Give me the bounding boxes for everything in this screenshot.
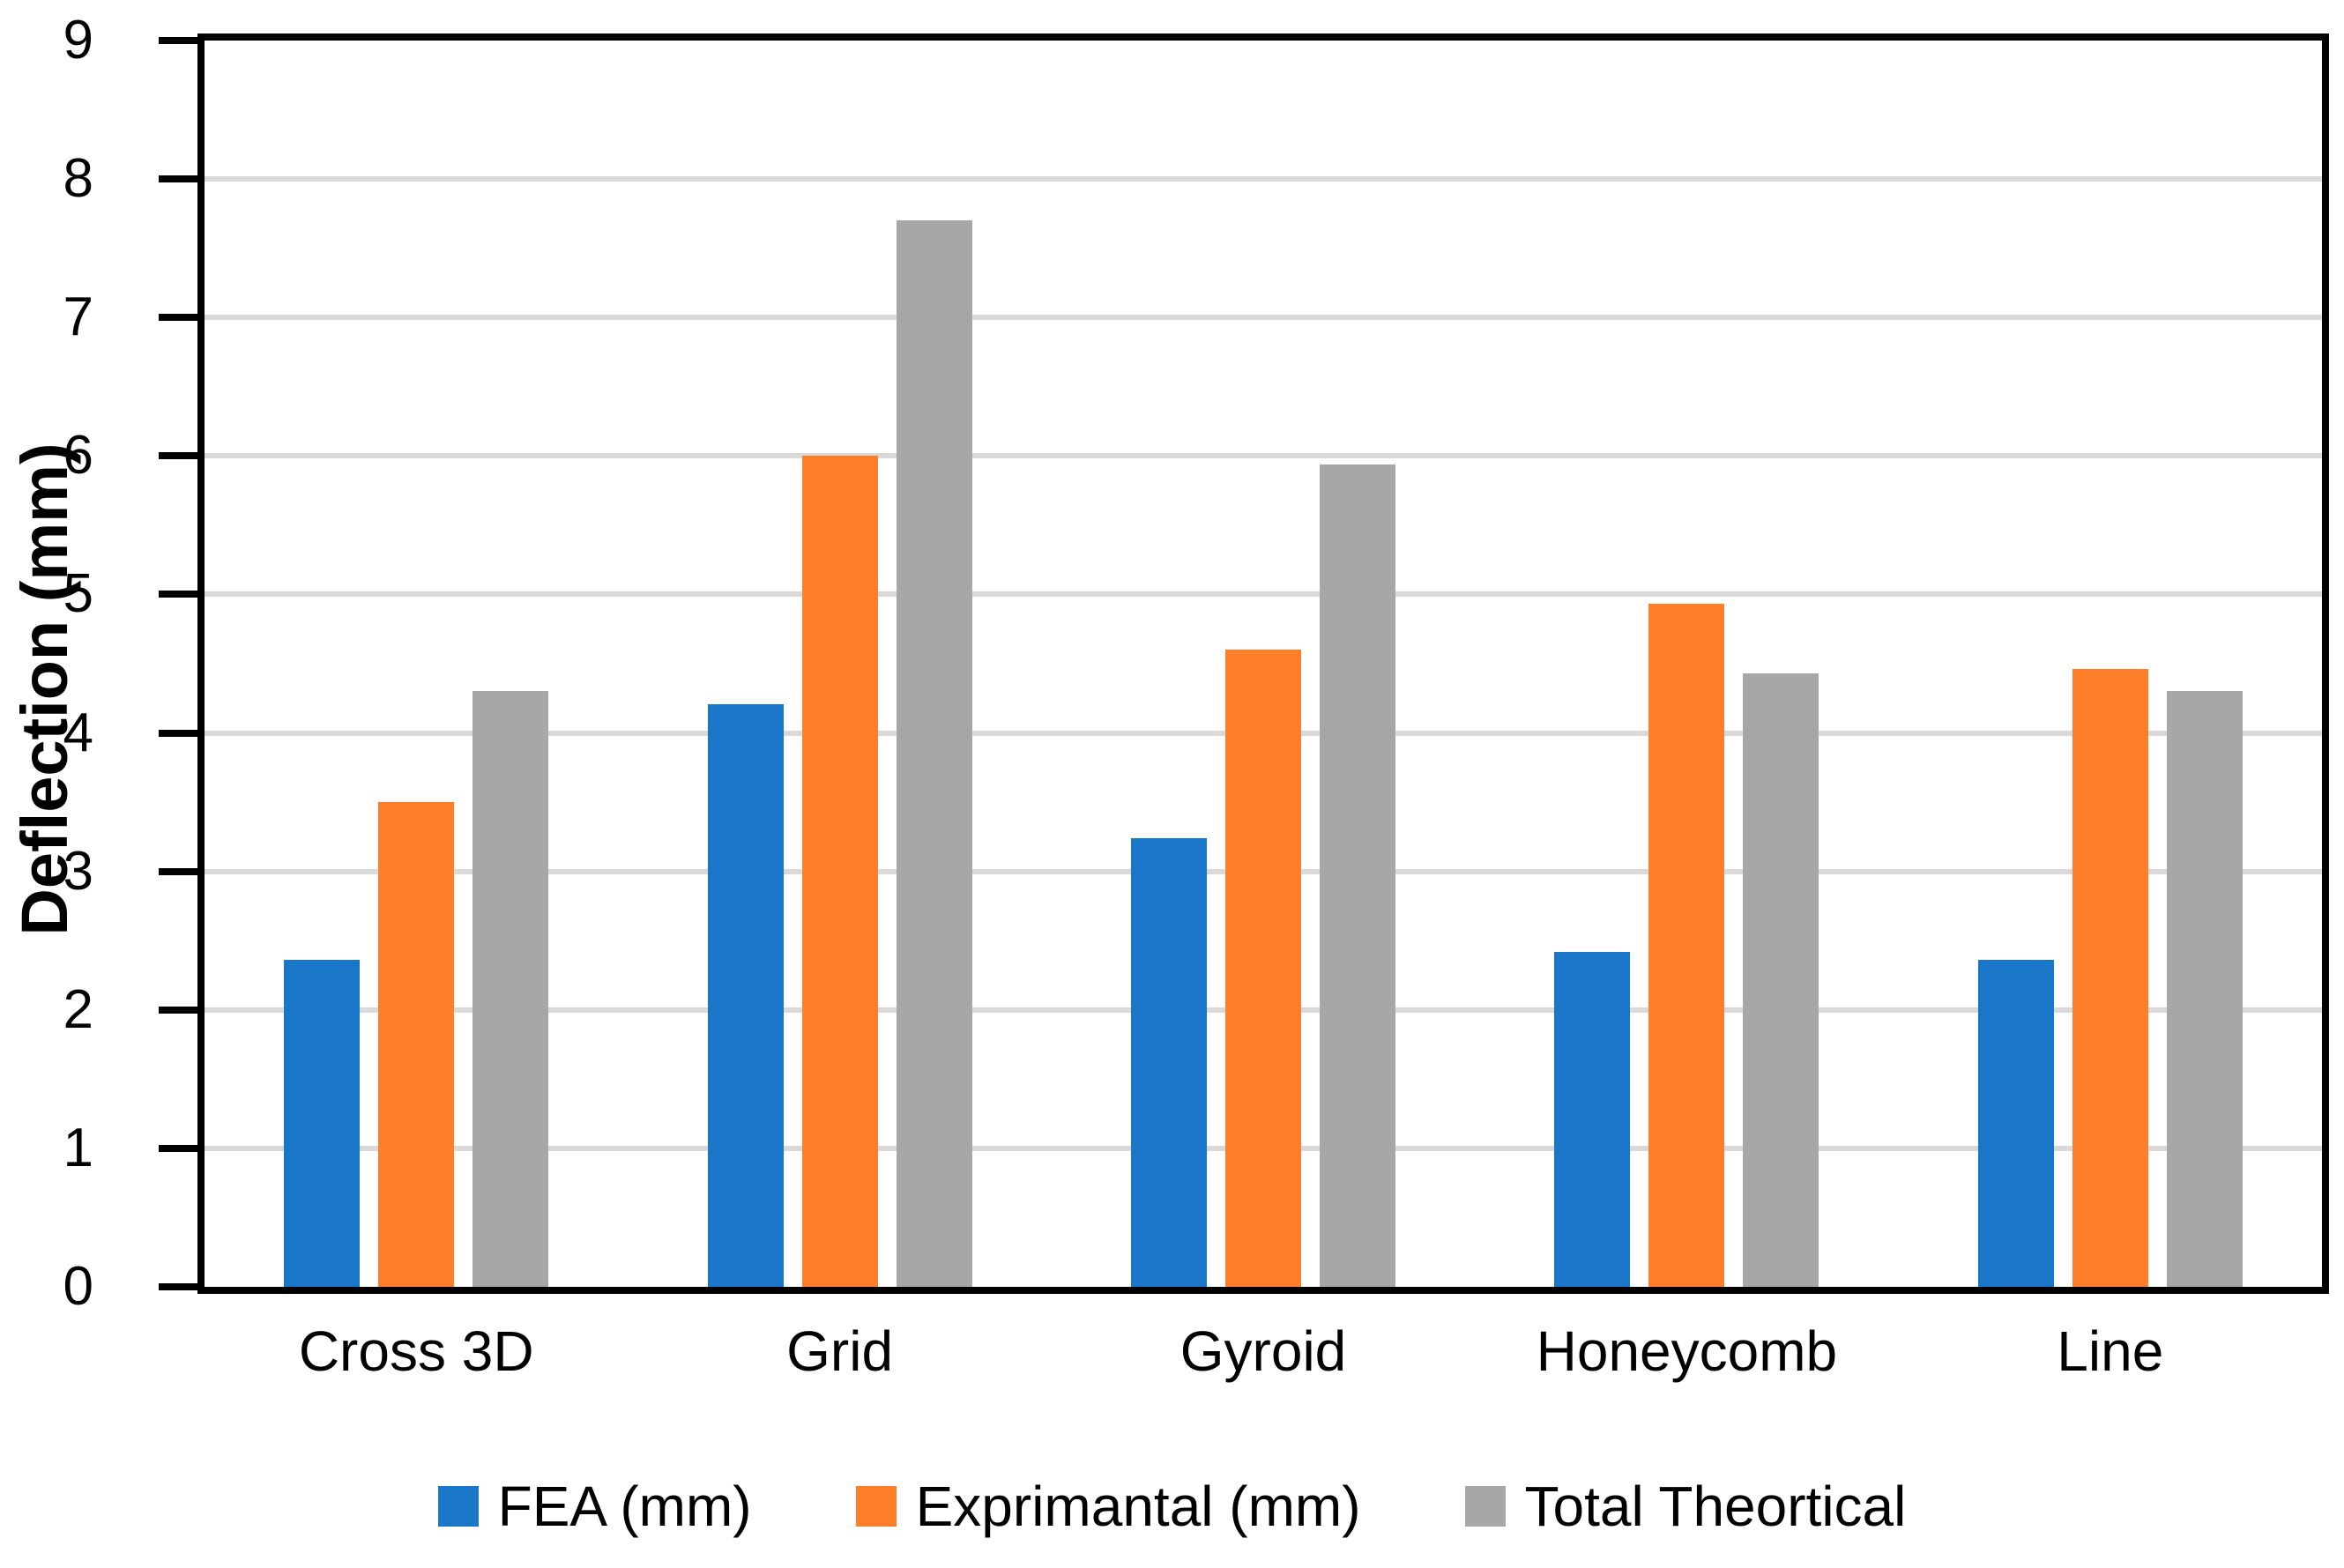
gridline-5 bbox=[205, 591, 2322, 598]
y-tick-label-2: 2 bbox=[63, 978, 93, 1040]
bar-total-theortical-line bbox=[2166, 691, 2243, 1287]
legend-swatch-total-theortical bbox=[1464, 1486, 1506, 1527]
gridline-7 bbox=[205, 315, 2322, 321]
y-tick-mark-1 bbox=[159, 1144, 197, 1152]
x-label-grid: Grid bbox=[786, 1319, 894, 1383]
bar-total-theortical-cross-3d bbox=[473, 691, 549, 1287]
y-tick-mark-0 bbox=[159, 1283, 197, 1290]
bar-exprimantal-mm-cross-3d bbox=[378, 802, 455, 1287]
bar-fea-mm-cross-3d bbox=[284, 960, 361, 1287]
bar-exprimantal-mm-honeycomb bbox=[1648, 604, 1725, 1287]
bar-exprimantal-mm-line bbox=[2072, 669, 2148, 1287]
bar-exprimantal-mm-gyroid bbox=[1225, 650, 1301, 1287]
legend-label-total-theortical: Total Theortical bbox=[1524, 1475, 1907, 1538]
y-tick-label-0: 0 bbox=[63, 1256, 93, 1317]
bar-fea-mm-honeycomb bbox=[1554, 951, 1631, 1287]
bar-exprimantal-mm-grid bbox=[801, 456, 878, 1287]
gridline-8 bbox=[205, 176, 2322, 182]
legend-swatch-fea bbox=[437, 1486, 479, 1527]
bar-total-theortical-gyroid bbox=[1320, 464, 1395, 1287]
legend-label-fea: FEA (mm) bbox=[497, 1475, 752, 1538]
legend-item-fea: FEA (mm) bbox=[437, 1474, 752, 1539]
legend-item-total-theortical: Total Theortical bbox=[1464, 1474, 1907, 1539]
y-tick-label-7: 7 bbox=[63, 286, 93, 348]
x-label-cross-3d: Cross 3D bbox=[298, 1319, 534, 1383]
bar-total-theortical-grid bbox=[896, 220, 972, 1287]
y-tick-mark-3 bbox=[159, 867, 197, 875]
legend-label-exprimantal: Exprimantal (mm) bbox=[915, 1475, 1361, 1538]
bar-total-theortical-honeycomb bbox=[1743, 673, 1819, 1287]
x-label-line: Line bbox=[2057, 1319, 2164, 1383]
bar-fea-mm-line bbox=[1977, 960, 2054, 1287]
y-tick-mark-9 bbox=[159, 37, 197, 44]
x-label-honeycomb: Honeycomb bbox=[1536, 1319, 1838, 1383]
y-tick-mark-7 bbox=[159, 314, 197, 322]
legend-swatch-exprimantal bbox=[855, 1486, 897, 1527]
y-tick-label-1: 1 bbox=[63, 1117, 93, 1178]
gridline-6 bbox=[205, 453, 2322, 459]
y-tick-mark-6 bbox=[159, 452, 197, 460]
y-tick-mark-2 bbox=[159, 1006, 197, 1014]
y-tick-label-8: 8 bbox=[63, 148, 93, 210]
y-tick-mark-4 bbox=[159, 729, 197, 737]
legend: FEA (mm) Exprimantal (mm) Total Theortic… bbox=[0, 1474, 2344, 1539]
y-tick-label-9: 9 bbox=[63, 10, 93, 71]
x-label-gyroid: Gyroid bbox=[1179, 1319, 1347, 1383]
y-tick-label-5: 5 bbox=[63, 563, 93, 625]
bar-fea-mm-gyroid bbox=[1131, 837, 1207, 1287]
y-tick-label-3: 3 bbox=[63, 840, 93, 902]
y-tick-mark-8 bbox=[159, 175, 197, 183]
legend-item-exprimantal: Exprimantal (mm) bbox=[855, 1474, 1361, 1539]
y-tick-label-6: 6 bbox=[63, 425, 93, 487]
bar-fea-mm-grid bbox=[707, 703, 784, 1287]
y-tick-mark-5 bbox=[159, 591, 197, 598]
y-tick-label-4: 4 bbox=[63, 702, 93, 763]
plot-area bbox=[197, 33, 2329, 1294]
